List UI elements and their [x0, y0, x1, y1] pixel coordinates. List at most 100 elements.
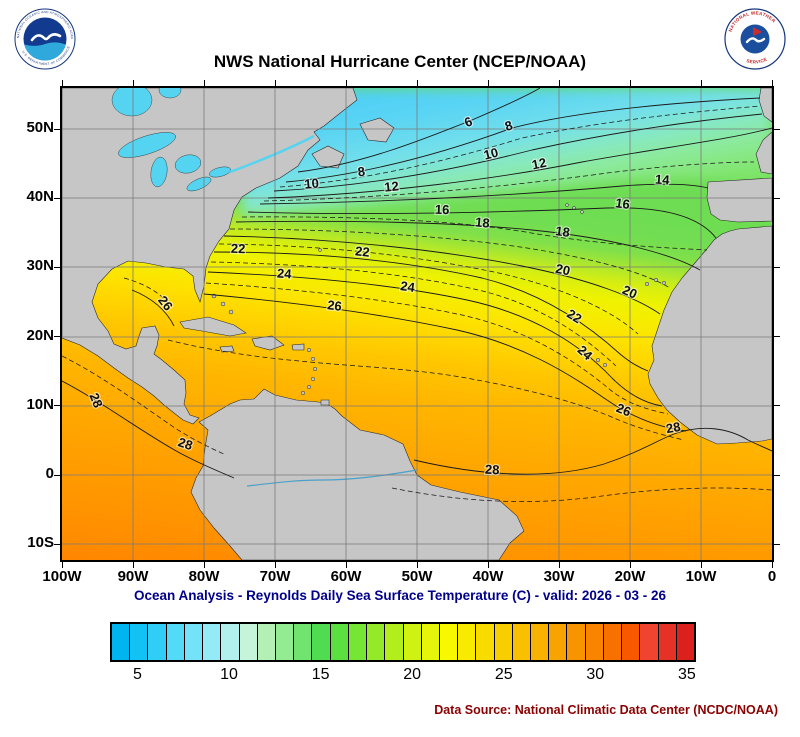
lon-axis-label: 90W [117, 568, 149, 585]
colorbar-cell [112, 624, 130, 660]
colorbar-cell [530, 624, 549, 660]
colorbar-cell [347, 624, 367, 660]
colorbar-tick-label: 20 [403, 666, 422, 683]
lat-axis-label: 50N [26, 119, 54, 136]
axis-tick [54, 128, 60, 130]
axis-tick [203, 80, 205, 86]
colorbar-cell [621, 624, 640, 660]
axis-tick [345, 562, 347, 568]
axis-tick [61, 80, 63, 86]
lakes [111, 88, 418, 487]
axis-tick [558, 80, 560, 86]
axis-tick [487, 562, 489, 568]
colorbar-cell [548, 624, 567, 660]
colorbar-cell [220, 624, 239, 660]
colorbar-cell [202, 624, 221, 660]
isotherm-label: 22 [231, 241, 246, 256]
lat-axis-label: 40N [26, 188, 54, 206]
land-cuba [179, 316, 247, 337]
svg-text:SERVICE: SERVICE [746, 57, 768, 65]
isotherm-label: 12 [384, 178, 400, 194]
colorbar-labels: 5 10 15 20 25 30 35 [110, 666, 696, 688]
colorbar-cell [238, 624, 257, 660]
axis-tick [558, 562, 560, 568]
isotherm-label: 14 [655, 172, 671, 188]
st-lawrence-river [229, 134, 315, 174]
axis-tick [274, 562, 276, 568]
lon-axis-label: 100W [42, 568, 82, 585]
lon-axis-label: 10W [685, 568, 717, 585]
axis-tick [774, 197, 780, 199]
colorbar-cell [183, 624, 203, 660]
axis-tick [54, 266, 60, 268]
colorbar-cell [165, 624, 184, 660]
colorbar-cell [402, 624, 421, 660]
axis-tick [54, 336, 60, 338]
axis-tick [771, 562, 773, 568]
colorbar-cell [329, 624, 348, 660]
axis-tick [274, 80, 276, 86]
colorbar-cell [147, 624, 166, 660]
isotherm-label: 20 [554, 261, 571, 279]
axis-tick [54, 543, 60, 545]
axis-tick [345, 80, 347, 86]
land-north-america [62, 88, 358, 425]
colorbar-cell [274, 624, 294, 660]
isotherm-label: 24 [277, 266, 293, 282]
axis-tick [54, 474, 60, 476]
nws-logo: NATIONAL WEATHER SERVICE [724, 8, 786, 70]
lon-axis-label: 70W [259, 568, 291, 585]
colorbar-cell [366, 624, 385, 660]
isotherm-label: 12 [530, 155, 547, 173]
colorbar-cell [566, 624, 585, 660]
isotherm-label: 22 [354, 243, 370, 259]
graticule [62, 88, 772, 560]
colorbar-cell [311, 624, 330, 660]
isotherm-label: 24 [399, 278, 416, 295]
lake-ontario [209, 166, 231, 178]
axis-tick [774, 266, 780, 268]
noaa-emblem-sea [24, 42, 66, 61]
axis-tick [487, 80, 489, 86]
axis-tick [54, 197, 60, 199]
lon-axis-label: 80W [188, 568, 220, 585]
colorbar-cell [493, 624, 512, 660]
james-bay [111, 88, 153, 117]
axis-tick [774, 336, 780, 338]
colorbar-cell [457, 624, 476, 660]
isotherm-label: 28 [665, 419, 682, 436]
colorbar-tick-label: 10 [220, 666, 238, 683]
axis-tick [629, 562, 631, 568]
lon-axis-label: 50W [401, 568, 433, 585]
colorbar-tick-label: 5 [133, 666, 142, 683]
nws-seagull-icon [745, 37, 766, 44]
colorbar-cell [129, 624, 148, 660]
isotherm-label: 16 [435, 202, 450, 217]
lat-axis-label: 30N [26, 257, 54, 275]
noaa-logo: NATIONAL OCEANIC AND ATMOSPHERIC ADMINIS… [14, 8, 76, 70]
isotherm-label: 28 [176, 434, 194, 453]
colorbar-tick-label: 30 [586, 666, 605, 683]
colorbar-cell [584, 624, 603, 660]
map-frame: 6 8 8 10 10 12 12 14 16 16 18 18 20 20 2… [60, 86, 774, 562]
land-africa [647, 225, 772, 445]
isotherm-label: 18 [554, 223, 570, 240]
amazon-river [246, 469, 418, 487]
colorbar-tick-label: 35 [677, 666, 696, 683]
axis-tick [700, 80, 702, 86]
axis-tick [61, 562, 63, 568]
isotherm-label: 16 [614, 195, 630, 212]
sst-map: 6 8 8 10 10 12 12 14 16 16 18 18 20 20 2… [62, 88, 772, 560]
colorbar-cell [639, 624, 658, 660]
axis-tick [132, 562, 134, 568]
axis-tick [774, 128, 780, 130]
axis-tick [132, 80, 134, 86]
nws-ring-text-bottom: SERVICE [746, 57, 768, 65]
nws-sail-icon [753, 27, 762, 36]
land-france [755, 131, 772, 175]
lake-michigan [150, 156, 168, 188]
isotherm-label: 18 [474, 214, 490, 230]
land-newfoundland [359, 117, 395, 143]
colorbar-cell [657, 624, 676, 660]
